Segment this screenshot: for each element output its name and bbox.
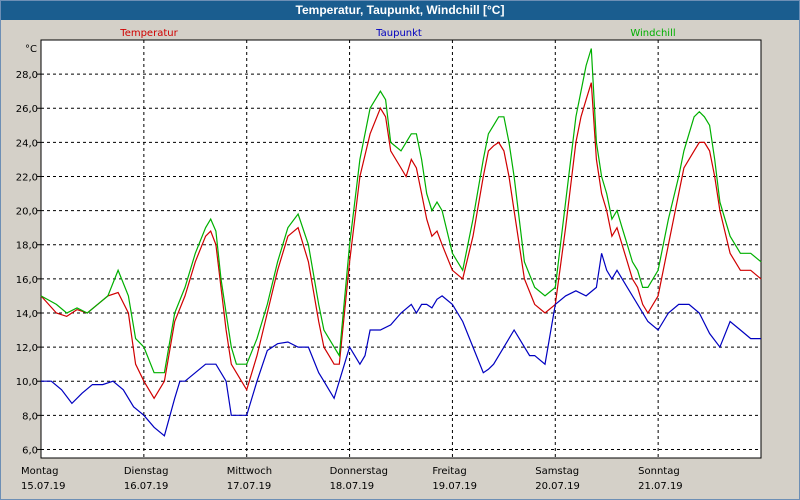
x-date-label: 17.07.19 <box>227 481 272 492</box>
y-tick-label: 12,0 <box>16 343 38 354</box>
y-tick-label: 14,0 <box>16 309 38 320</box>
x-day-label: Donnerstag <box>330 466 388 477</box>
series-line-temperatur <box>40 82 762 400</box>
window-title: Temperatur, Taupunkt, Windchill [°C] <box>1 1 799 20</box>
y-tick-label: 10,0 <box>16 377 38 388</box>
chart-canvas: 6,0 8,0 10,0 12,0 14,0 16,0 18,0 20,0 22,0 24,0 26… <box>16 28 762 492</box>
legend-temperatur: Temperatur <box>119 28 178 39</box>
plot-area <box>40 39 762 459</box>
x-date-label: 16.07.19 <box>124 481 169 492</box>
legend-taupunkt: Taupunkt <box>375 28 422 39</box>
x-date-label: 18.07.19 <box>330 481 375 492</box>
x-day-label: Dienstag <box>124 466 169 477</box>
y-tick-label: 6,0 <box>22 445 38 456</box>
series-lines <box>40 48 762 437</box>
y-tick-label: 28,0 <box>16 70 38 81</box>
x-date-label: 15.07.19 <box>21 481 66 492</box>
y-tick-label: 22,0 <box>16 172 38 183</box>
x-date-label: 20.07.19 <box>535 481 580 492</box>
y-tick-label: 20,0 <box>16 207 38 218</box>
x-axis: Montag 15.07.19 Dienstag 16.07.19 Mittwoch 17… <box>21 466 683 492</box>
x-day-label: Mittwoch <box>227 466 272 477</box>
x-date-label: 19.07.19 <box>432 481 477 492</box>
x-day-label: Sonntag <box>638 466 680 477</box>
y-tick-label: 8,0 <box>22 411 38 422</box>
y-tick-label: 24,0 <box>16 138 38 149</box>
series-line-taupunkt <box>41 253 761 437</box>
x-day-label: Montag <box>21 466 58 477</box>
legend-windchill: Windchill <box>630 28 675 39</box>
unit-label: °C <box>25 44 37 55</box>
y-tick-label: 18,0 <box>16 241 38 252</box>
x-day-label: Samstag <box>535 466 579 477</box>
x-day-label: Freitag <box>432 466 466 477</box>
series-line-windchill <box>40 48 762 374</box>
y-axis: 6,0 8,0 10,0 12,0 14,0 16,0 18,0 20,0 22,0 24,0 26… <box>16 70 41 456</box>
y-tick-label: 16,0 <box>16 275 38 286</box>
y-tick-label: 26,0 <box>16 104 38 115</box>
x-date-label: 21.07.19 <box>638 481 683 492</box>
